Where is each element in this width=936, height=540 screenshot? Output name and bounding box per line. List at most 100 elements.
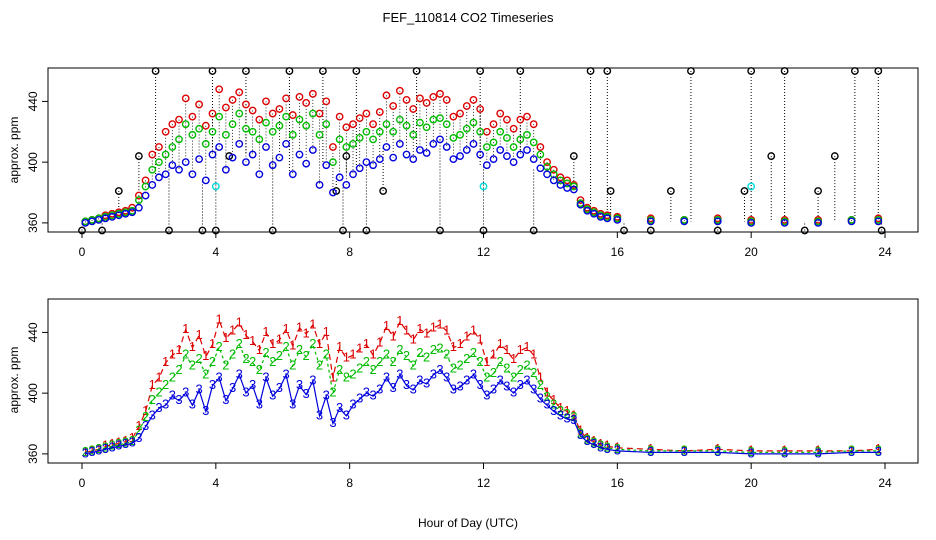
series-point-g <box>168 143 177 151</box>
series-point-g <box>302 121 311 130</box>
series-point-b <box>422 149 431 157</box>
series-point-b <box>134 203 143 212</box>
series-point-g <box>295 115 304 124</box>
series-mark-1: 1 <box>236 315 243 330</box>
series-mark-1: 1 <box>296 319 303 334</box>
series-point-r <box>429 92 438 101</box>
cyan-point <box>479 182 488 191</box>
series-point-g <box>389 127 398 136</box>
series-point-b <box>496 146 505 154</box>
series-point-b <box>282 140 290 148</box>
series-point-r <box>456 109 464 118</box>
series-point-r <box>255 115 264 124</box>
series-mark-1: 1 <box>369 347 376 362</box>
series-mark-3: 3 <box>604 441 611 456</box>
series-mark-1: 1 <box>269 336 276 351</box>
series-point-b <box>155 173 163 182</box>
series-mark-3: 3 <box>483 388 490 403</box>
spike-point <box>586 67 595 75</box>
series-point-b <box>228 153 237 162</box>
series-point-r <box>503 115 511 124</box>
series-point-r <box>462 102 471 110</box>
series-point-g <box>268 127 277 136</box>
series-point-r <box>161 127 170 136</box>
series-mark-1: 1 <box>262 324 269 339</box>
series-point-r <box>436 89 444 98</box>
series-point-r <box>355 114 364 123</box>
x-tick-label: 8 <box>346 476 353 490</box>
series-point-b <box>295 150 304 159</box>
spike-point <box>436 226 444 235</box>
series-mark-2: 2 <box>129 433 136 448</box>
series-point-g <box>208 127 217 136</box>
series-mark-3: 3 <box>155 400 162 415</box>
series-point-b <box>536 164 545 173</box>
series-mark-1: 1 <box>195 327 202 342</box>
series-mark-3: 3 <box>396 366 403 381</box>
cyan-point <box>747 182 756 191</box>
series-point-r <box>416 94 424 103</box>
series-point-b <box>248 150 257 159</box>
series-point-r <box>516 115 525 124</box>
series-mark-2: 2 <box>236 336 243 351</box>
series-mark-2: 2 <box>209 354 216 369</box>
spike-point <box>767 152 776 160</box>
series-mark-3: 3 <box>115 438 122 453</box>
series-point-b <box>436 135 444 144</box>
chart-title: FEF_110814 CO2 Timeseries <box>383 10 554 25</box>
series-mark-1: 1 <box>781 442 788 457</box>
series-point-b <box>242 158 250 167</box>
series-point-g <box>509 143 518 151</box>
series-mark-3: 3 <box>142 418 149 433</box>
series-mark-1: 1 <box>303 325 310 340</box>
series-mark-2: 2 <box>289 357 296 372</box>
series-point-b <box>747 218 756 227</box>
series-mark-3: 3 <box>510 385 517 400</box>
series-point-b <box>215 143 224 151</box>
series-point-b <box>476 150 485 159</box>
series-point-b <box>221 165 230 174</box>
spike-point <box>318 67 327 75</box>
series-mark-2: 2 <box>584 432 591 447</box>
series-mark-2: 2 <box>714 442 721 457</box>
series-point-g <box>409 130 418 139</box>
series-point-b <box>583 206 592 215</box>
series-point-b <box>442 143 451 151</box>
series-mark-1: 1 <box>349 347 356 362</box>
series-point-b <box>516 150 525 159</box>
series-mark-1: 1 <box>436 316 443 331</box>
series-mark-1: 1 <box>316 336 323 351</box>
series-point-b <box>161 170 170 179</box>
series-point-b <box>489 155 498 164</box>
series-mark-1: 1 <box>681 442 688 457</box>
series-point-r <box>342 123 351 132</box>
series-mark-1: 1 <box>570 407 577 422</box>
series-mark-2: 2 <box>875 442 882 457</box>
series-point-g <box>422 123 431 132</box>
series-mark-2: 2 <box>517 362 524 377</box>
series-mark-1: 1 <box>443 322 450 337</box>
series-mark-2: 2 <box>537 377 544 392</box>
series-mark-3: 3 <box>129 435 136 450</box>
series-point-g <box>148 165 157 174</box>
series-mark-1: 1 <box>249 333 256 348</box>
series-point-r <box>335 112 344 121</box>
series-mark-3: 3 <box>276 380 283 395</box>
series-point-b <box>646 217 655 226</box>
series-mark-2: 2 <box>557 403 564 418</box>
series-mark-1: 1 <box>229 322 236 337</box>
series-point-r <box>529 120 538 129</box>
series-mark-1: 1 <box>82 444 89 459</box>
series-point-b <box>375 155 384 164</box>
series-point-g <box>322 120 331 129</box>
series-mark-1: 1 <box>510 351 517 366</box>
series-mark-2: 2 <box>477 354 484 369</box>
series-point-g <box>369 135 377 144</box>
series-mark-1: 1 <box>450 339 457 354</box>
y-tick-label: 400 <box>26 383 40 403</box>
series-mark-2: 2 <box>604 439 611 454</box>
series-mark-1: 1 <box>543 385 550 400</box>
x-tick-label: 24 <box>878 245 892 259</box>
series-mark-3: 3 <box>430 366 437 381</box>
